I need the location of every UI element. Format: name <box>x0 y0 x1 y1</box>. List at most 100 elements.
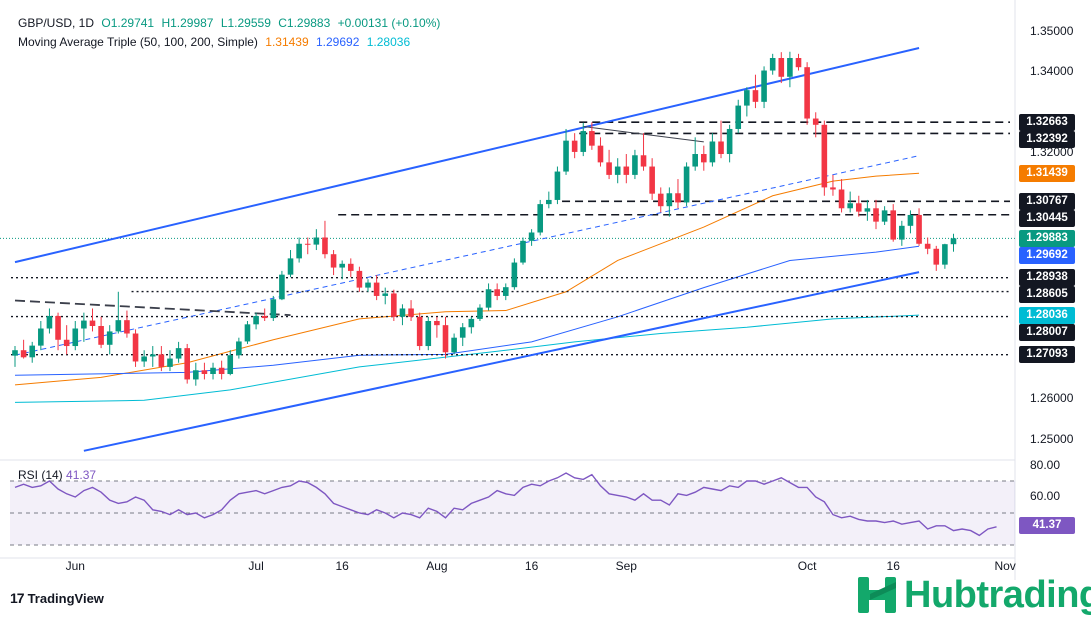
price-axis-label: 1.35000 <box>1030 24 1074 38</box>
time-axis-label: Aug <box>426 559 447 573</box>
candle <box>890 204 897 242</box>
time-axis-label: 16 <box>336 559 350 573</box>
candle-body <box>106 331 113 345</box>
candle-body <box>72 328 79 347</box>
open-value: O1.29741 <box>101 16 155 30</box>
candle <box>649 158 655 200</box>
candle <box>675 179 681 209</box>
candle-body <box>287 258 294 275</box>
candle <box>614 158 621 184</box>
candle-body <box>709 141 716 163</box>
time-axis-label: Jul <box>248 559 263 573</box>
candle-body <box>434 320 440 326</box>
candle-body <box>692 154 698 167</box>
candle-body <box>365 282 371 288</box>
candle-body <box>322 237 328 255</box>
candle <box>933 245 940 271</box>
price-level-label: 1.28007 <box>1019 323 1075 341</box>
candle-body <box>124 320 130 334</box>
candle-body <box>735 105 742 129</box>
candle-body <box>761 70 767 102</box>
candle-body <box>38 328 44 346</box>
candle <box>287 250 294 278</box>
price-axis-label: 1.26000 <box>1030 391 1074 405</box>
candle <box>72 320 79 351</box>
candle-body <box>907 214 914 226</box>
candle-body <box>227 355 234 375</box>
candle <box>709 133 716 167</box>
ma200-value: 1.28036 <box>366 35 411 49</box>
candle <box>597 137 604 167</box>
candle <box>589 122 595 150</box>
candle <box>279 270 285 301</box>
price-level-label: 1.30767 <box>1019 192 1075 210</box>
candle <box>55 312 61 351</box>
candle <box>227 350 234 376</box>
rsi-panel <box>10 480 1015 546</box>
candle <box>718 120 724 159</box>
candle-body <box>597 145 604 163</box>
candle <box>924 237 931 255</box>
candles[interactable] <box>12 51 957 386</box>
rsi-name[interactable]: RSI (14) <box>18 468 63 482</box>
chart-header-ohlc: GBP/USD, 1D O1.29741 H1.29987 L1.29559 C… <box>18 16 444 30</box>
candle-body <box>632 155 638 175</box>
candle <box>778 52 785 84</box>
ma100-value: 1.29692 <box>316 35 360 49</box>
time-axis-label: Sep <box>616 559 638 573</box>
candle <box>907 210 914 234</box>
candle <box>916 208 922 246</box>
candle-body <box>279 274 285 300</box>
time-axis-label: 16 <box>525 559 539 573</box>
candle <box>373 275 380 301</box>
candle <box>761 66 767 109</box>
price-level-label: 1.30445 <box>1019 209 1075 227</box>
low-value: L1.29559 <box>220 16 271 30</box>
close-value: C1.29883 <box>278 16 331 30</box>
candle <box>787 51 793 88</box>
candle <box>451 333 457 355</box>
tradingview-logo[interactable]: 17 TradingView <box>10 590 104 606</box>
tradingview-mark-icon: 17 <box>10 590 25 606</box>
candle <box>623 154 630 184</box>
candle <box>98 316 104 349</box>
symbol-label[interactable]: GBP/USD, 1D <box>18 16 95 30</box>
candle <box>537 199 544 236</box>
candle-body <box>744 90 750 106</box>
candle-body <box>830 187 836 190</box>
candle <box>855 195 862 217</box>
candle-body <box>916 214 922 244</box>
hubtrading-logo: Hubtrading <box>856 573 1091 617</box>
candle-body <box>347 263 354 271</box>
candle-body <box>546 199 552 205</box>
price-level-label: 1.28938 <box>1019 269 1075 287</box>
candle <box>942 243 948 269</box>
candle <box>692 137 698 171</box>
candle <box>210 362 216 380</box>
candle <box>356 266 363 292</box>
candle <box>752 74 759 109</box>
candle <box>795 53 802 71</box>
candle <box>899 220 905 246</box>
price-level-label: 1.28036 <box>1019 306 1075 324</box>
candle-body <box>502 287 509 296</box>
candle <box>339 260 345 280</box>
candle-body <box>20 350 27 358</box>
candle-body <box>468 318 475 328</box>
indicator-name[interactable]: Moving Average Triple (50, 100, 200, Sim… <box>18 35 258 49</box>
ma100-line <box>14 245 920 376</box>
candle <box>726 124 733 163</box>
ma50-line <box>14 172 920 386</box>
candle <box>864 199 871 221</box>
indicator-header: Moving Average Triple (50, 100, 200, Sim… <box>18 35 414 49</box>
candle <box>821 120 828 196</box>
candle-body <box>459 327 466 338</box>
price-level-label: 1.28605 <box>1019 286 1075 304</box>
candle <box>201 362 208 380</box>
candle <box>657 187 664 213</box>
candle-body <box>304 243 311 245</box>
candle-body <box>640 155 647 167</box>
time-axis-label: Oct <box>798 559 817 573</box>
candle <box>847 191 853 213</box>
